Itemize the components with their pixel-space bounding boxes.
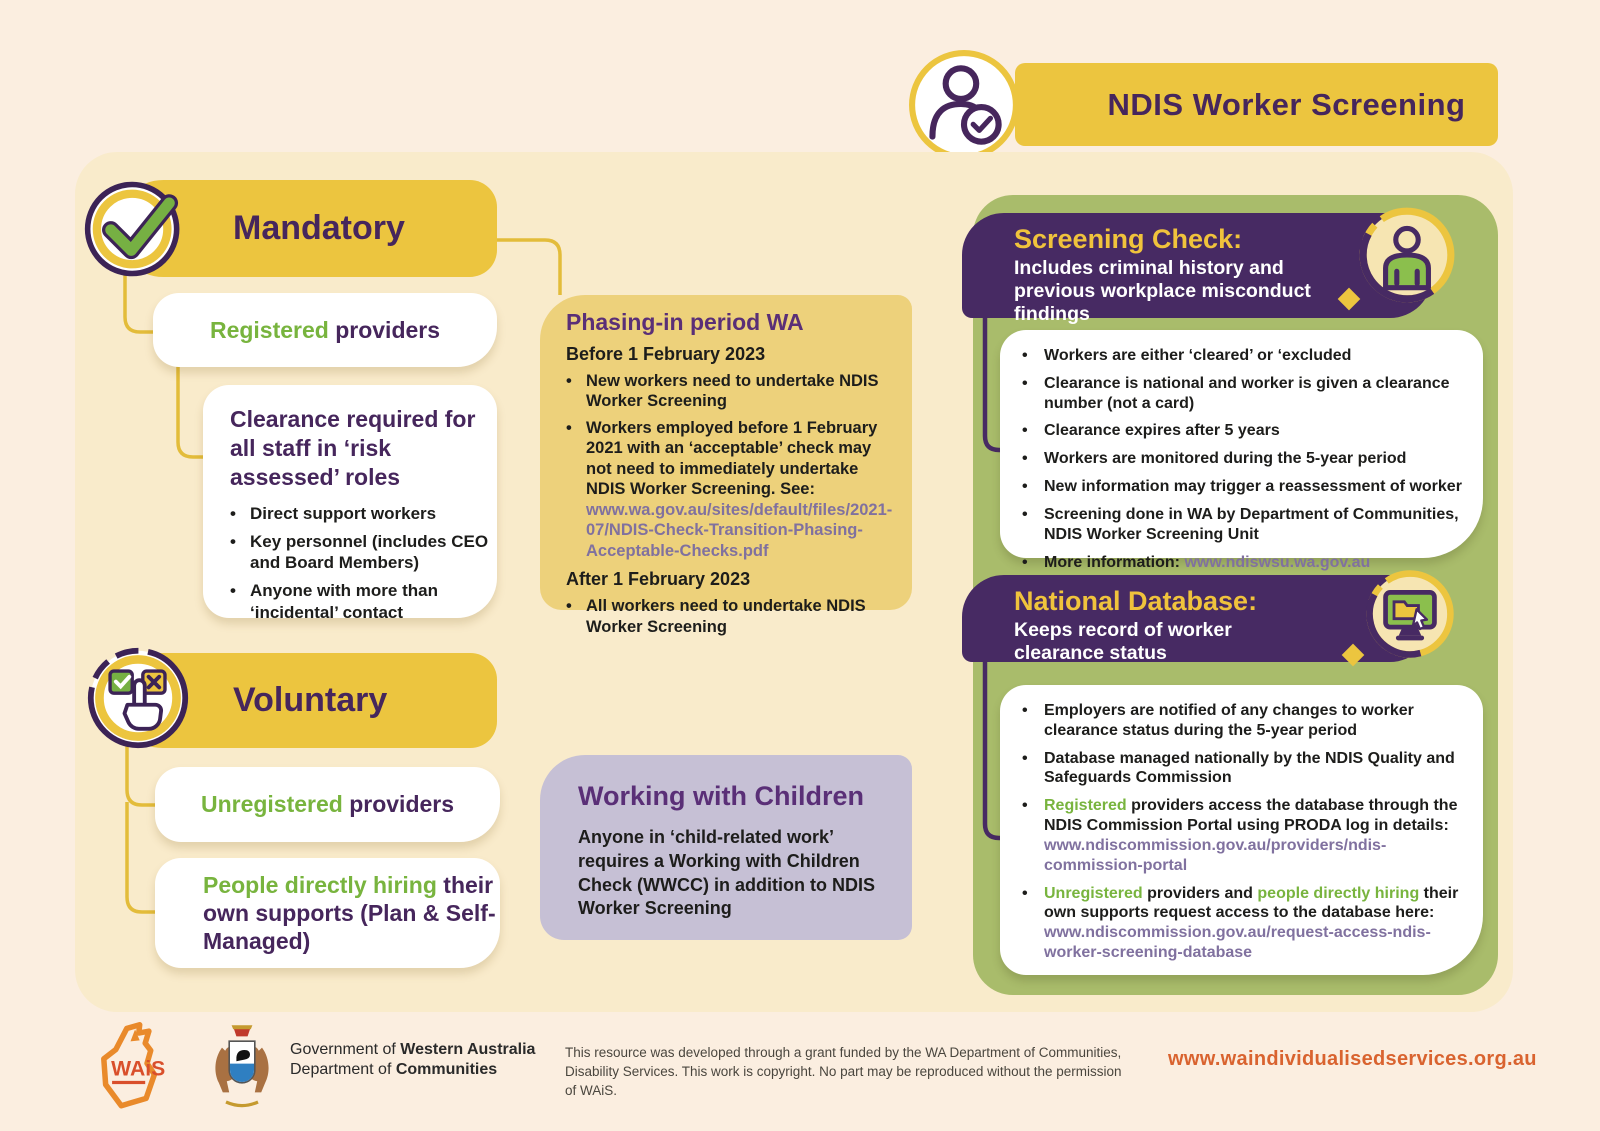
- check-circle-icon: [84, 181, 180, 277]
- list-item: • Workers employed before 1 February 2021…: [566, 418, 893, 560]
- mandatory-title: Mandatory: [233, 209, 405, 247]
- national-database-header: National Database: Keeps record of worke…: [962, 575, 1432, 664]
- list-item: • Unregistered providers and people direc…: [1022, 884, 1459, 962]
- phasing-after-heading: After 1 February 2023: [566, 569, 751, 590]
- wais-logo: WAiS: [101, 1022, 165, 1109]
- ndiswsu-link[interactable]: www.ndiswsu.wa.gov.au: [1184, 553, 1371, 571]
- screening-check-card: • Workers are either ‘cleared’ or ‘exclud…: [1000, 330, 1483, 571]
- main-panel: Mandatory Registered providers Clearance…: [75, 152, 1513, 1012]
- commission-portal-link[interactable]: www.ndiscommission.gov.au/providers/ndis…: [1044, 836, 1387, 874]
- list-item: • Employers are notified of any changes t…: [1022, 702, 1414, 739]
- screening-subtitle: Includes criminal history and previous w…: [1014, 257, 1311, 325]
- list-item: • Workers are monitored during the 5-year…: [1022, 450, 1407, 468]
- request-access-link[interactable]: www.ndiscommission.gov.au/request-access…: [1044, 924, 1431, 962]
- right-info-panel: Screening Check: Includes criminal histo…: [962, 195, 1498, 995]
- phasing-in-period-box: Phasing-in period WA Before 1 February 2…: [540, 295, 912, 636]
- list-item: • New information may trigger a reassessm…: [1022, 478, 1462, 496]
- clearance-bullet-list: • Direct support workers • Key personnel (…: [203, 491, 497, 622]
- magnifier-person-icon: [1359, 207, 1455, 303]
- list-item: • Direct support workers: [230, 504, 437, 524]
- list-item: • Registered providers access the databas…: [1022, 797, 1458, 874]
- list-item: • Anyone with more than ‘incidental’ cont…: [230, 581, 438, 622]
- connector-lines: [123, 238, 562, 914]
- national-database-card: • Employers are notified of any changes t…: [1000, 685, 1483, 975]
- card-label: Registered providers: [209, 316, 441, 343]
- top-banner: NDIS Worker Screening: [1015, 63, 1498, 146]
- working-with-children-box: Working with Children Anyone in ‘child-r…: [540, 755, 912, 940]
- panel-connector-lines: [982, 317, 1002, 841]
- wwc-title: Working with Children: [578, 781, 864, 811]
- wa-coat-of-arms: [215, 1025, 269, 1108]
- copyright-disclaimer: This resource was developed through a gr…: [565, 1045, 1122, 1098]
- database-subtitle: Keeps record of worker clearance status: [1014, 619, 1232, 664]
- card-people-directly-hiring: People directly hiring their own support…: [155, 858, 500, 968]
- phasing-title: Phasing-in period WA: [566, 309, 804, 335]
- screening-title: Screening Check:: [1014, 224, 1243, 254]
- svg-text:WAiS: WAiS: [111, 1057, 165, 1080]
- database-title: National Database:: [1014, 586, 1258, 616]
- phasing-before-heading: Before 1 February 2023: [566, 344, 766, 364]
- clearance-title: Clearance required for all staff in ‘ris…: [230, 406, 476, 490]
- choice-hand-icon: [87, 647, 189, 749]
- wwc-body: Anyone in ‘child-related work’ requires …: [578, 827, 875, 919]
- card-label: People directly hiring their own support…: [203, 871, 496, 955]
- card-registered-providers: Registered providers: [153, 293, 497, 367]
- card-clearance-required: Clearance required for all staff in ‘ris…: [203, 385, 497, 622]
- list-item: • All workers need to undertake NDIS Work…: [566, 597, 866, 636]
- website-url-link[interactable]: www.waindividualisedservices.org.au: [1168, 1048, 1537, 1070]
- voluntary-title: Voluntary: [233, 681, 388, 719]
- page-title: NDIS Worker Screening: [1107, 86, 1466, 122]
- list-item: • More information: www.ndiswsu.wa.gov.au: [1022, 553, 1371, 571]
- list-item: • Workers are either ‘cleared’ or ‘exclud…: [1022, 347, 1352, 364]
- list-item: • New workers need to undertake NDIS Work…: [566, 372, 879, 411]
- card-unregistered-providers: Unregistered providers: [155, 767, 500, 842]
- government-attribution: Government of Western Australia Departme…: [290, 1041, 536, 1078]
- phasing-transition-link[interactable]: www.wa.gov.au/sites/default/files/2021-0…: [586, 500, 893, 560]
- computer-folder-icon: [1366, 570, 1454, 658]
- card-label: Unregistered providers: [200, 791, 455, 818]
- list-item: • Screening done in WA by Department of C…: [1022, 505, 1459, 543]
- list-item: • Database managed nationally by the NDIS…: [1022, 749, 1455, 787]
- list-item: • Key personnel (includes CEO and Board M…: [230, 532, 489, 573]
- list-item: • Clearance expires after 5 years: [1022, 422, 1280, 440]
- list-item: • Clearance is national and worker is giv…: [1022, 374, 1450, 412]
- person-check-icon: [909, 50, 1019, 160]
